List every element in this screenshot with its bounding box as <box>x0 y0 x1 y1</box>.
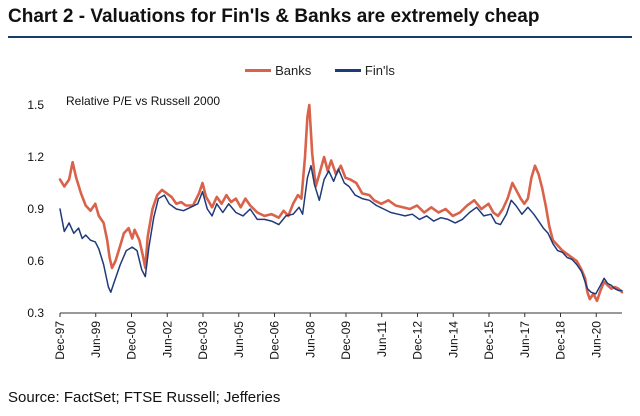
legend-item-banks: Banks <box>245 63 311 78</box>
chart-annotation: Relative P/E vs Russell 2000 <box>66 94 220 108</box>
x-tick-label: Jun-20 <box>589 321 603 358</box>
axes: 0.3 0.6 0.9 1.2 1.5 Dec-97 Jun-99 Dec-00 Jun-02 D… <box>27 98 622 360</box>
x-tick-label: Dec-18 <box>554 321 568 360</box>
legend: Banks Fin'ls <box>0 60 640 78</box>
x-tick-label: Jun-02 <box>160 321 174 358</box>
x-tick-label: Dec-97 <box>53 321 67 360</box>
x-tick-label: Dec-00 <box>125 321 139 360</box>
legend-swatch-finls <box>334 69 361 72</box>
x-tick-label: Jun-05 <box>232 321 246 358</box>
source-note: Source: FactSet; FTSE Russell; Jefferies <box>8 389 281 406</box>
x-tick-label: Jun-17 <box>518 321 532 358</box>
legend-label-finls: Fin'ls <box>364 63 395 78</box>
y-tick-label: 1.5 <box>27 98 44 112</box>
x-tick-label: Jun-08 <box>303 321 317 358</box>
x-tick-label: Dec-06 <box>268 321 282 360</box>
y-tick-label: 0.6 <box>27 254 44 268</box>
series-line-finls <box>59 164 623 295</box>
y-tick-label: 0.9 <box>27 202 44 216</box>
x-tick-label: Jun-11 <box>375 321 389 357</box>
legend-swatch-banks <box>245 69 272 72</box>
x-tick-label: Jun-14 <box>446 321 460 358</box>
x-tick-label: Dec-09 <box>339 321 353 360</box>
legend-item-finls: Fin'ls <box>334 63 395 78</box>
x-tick-label: Dec-12 <box>411 321 425 360</box>
chart-title: Chart 2 - Valuations for Fin'ls & Banks … <box>8 6 540 27</box>
x-tick-label: Dec-15 <box>482 321 496 360</box>
legend-label-banks: Banks <box>275 63 312 78</box>
x-tick-label: Dec-03 <box>196 321 210 360</box>
title-underline <box>8 36 632 38</box>
y-tick-label: 1.2 <box>27 150 44 164</box>
series-layer <box>58 103 624 303</box>
x-tick-label: Jun-99 <box>89 321 103 358</box>
y-tick-label: 0.3 <box>27 306 44 320</box>
series-line-banks <box>58 103 624 303</box>
